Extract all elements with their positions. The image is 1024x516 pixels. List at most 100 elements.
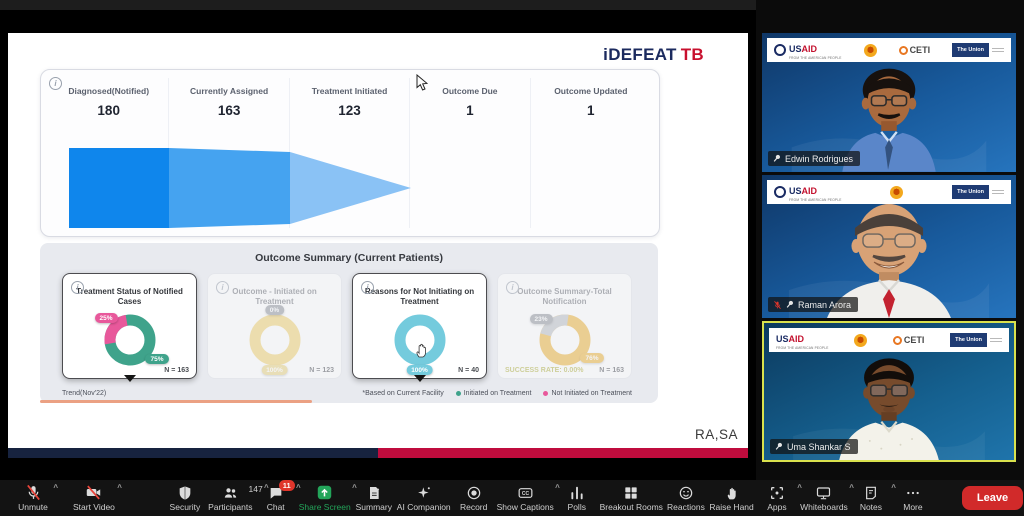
the-union-logo: The Union [952, 43, 1004, 57]
chevron-up-icon[interactable]: ^ [891, 483, 896, 492]
stage-top-strip [0, 0, 756, 10]
chevron-up-icon[interactable]: ^ [296, 483, 301, 492]
chevron-up-icon[interactable]: ^ [797, 483, 802, 492]
funnel-column-label: Outcome Due [442, 86, 498, 96]
chevron-up-icon[interactable]: ^ [264, 483, 269, 492]
selected-card-pointer [413, 375, 426, 388]
outcome-cards-row: Treatment Status of Notified Cases 25% 7… [62, 273, 632, 382]
card-n-label: N = 163 [164, 367, 189, 374]
funnel-column-value: 180 [97, 103, 120, 118]
video-tile-raman[interactable]: USAID FROM THE AMERICAN PEOPLE The Union [762, 175, 1016, 318]
chevron-up-icon[interactable]: ^ [849, 483, 854, 492]
participants-icon [224, 487, 236, 498]
donut-badge: 100% [261, 365, 288, 375]
presenter-initials: RA,SA [694, 427, 738, 442]
the-union-logo: The Union [952, 185, 1004, 199]
donut-badge: 75% [145, 354, 169, 364]
whiteboards-button[interactable]: ^ Whiteboards [800, 483, 854, 512]
selected-card-pointer [123, 375, 136, 388]
card-n-label: N = 40 [458, 367, 479, 374]
chat-button[interactable]: 11 ^ Chat [266, 480, 301, 512]
partner-logo-banner: USAID FROM THE AMERICAN PEOPLE CETI The … [767, 38, 1011, 62]
leave-button[interactable]: Leave [961, 486, 1024, 510]
info-icon[interactable] [49, 77, 62, 90]
ai-companion-button[interactable]: AI Companion [395, 483, 453, 513]
idefeat-tb-logo: iDEFEAT TB [603, 45, 704, 65]
funnel-column-value: 1 [466, 103, 474, 118]
mic-muted-icon [774, 300, 781, 309]
apps-button[interactable]: ^ Apps [767, 483, 802, 512]
chevron-up-icon[interactable]: ^ [117, 483, 122, 492]
security-button[interactable]: Security [164, 483, 206, 513]
nametag-raman: Raman Arora [768, 297, 859, 312]
video-tile-uma[interactable]: USAID FROM THE AMERICAN PEOPLE CETI The … [762, 321, 1016, 462]
participant-name: Raman Arora [798, 299, 852, 310]
card-treatment-status[interactable]: Treatment Status of Notified Cases 25% 7… [62, 273, 197, 382]
card-title: Outcome Summary-Total Notification [517, 287, 612, 307]
trend-tab[interactable]: Trend(Nov'22) [62, 390, 107, 397]
card-outcome-total-notification[interactable]: Outcome Summary-Total Notification 23% 7… [497, 273, 632, 379]
card-n-label: N = 123 [309, 367, 334, 374]
mic-muted-icon [26, 484, 40, 501]
funnel-columns: Diagnosed(Notified) 180 Currently Assign… [49, 78, 651, 228]
funnel-column-label: Currently Assigned [190, 86, 269, 96]
donut-badge: 25% [94, 313, 118, 323]
chevron-up-icon[interactable]: ^ [53, 483, 58, 492]
apps-icon [770, 486, 783, 499]
notes-button[interactable]: ^ Notes [859, 483, 896, 512]
card-outcome-initiated[interactable]: Outcome - Initiated on Treatment 0% 100%… [207, 273, 342, 379]
donut-outcome-initiated: 0% 100% [244, 305, 306, 375]
usaid-logo: USAID FROM THE AMERICAN PEOPLE [776, 333, 829, 350]
nametag-uma: Uma Shankar S [770, 439, 858, 454]
participant-video-strip: USAID FROM THE AMERICAN PEOPLE CETI The … [762, 0, 1018, 480]
card-title: Reasons for Not Initiating on Treatment [364, 287, 475, 307]
record-icon [467, 486, 480, 499]
usaid-logo: USAID FROM THE AMERICAN PEOPLE [774, 182, 842, 202]
funnel-column-value: 1 [587, 103, 595, 118]
the-union-logo: The Union [950, 333, 1002, 347]
shield-icon [179, 485, 191, 500]
outcome-summary-title: Outcome Summary (Current Patients) [255, 252, 443, 264]
participant-name: Uma Shankar S [787, 441, 851, 452]
whiteboard-icon [817, 486, 831, 499]
info-icon[interactable] [71, 281, 84, 294]
participant-name: Edwin Rodrigues [785, 153, 854, 164]
unmute-button[interactable]: ^ Unmute [18, 483, 58, 512]
footnote: *Based on Current Facility [362, 390, 444, 397]
camera-off-icon [87, 485, 101, 500]
summary-button[interactable]: Summary [353, 483, 395, 513]
pin-icon [773, 154, 780, 162]
funnel-column: Outcome Updated 1 [531, 78, 651, 228]
reactions-button[interactable]: Reactions [665, 483, 707, 513]
raise-hand-button[interactable]: Raise Hand [707, 483, 756, 513]
polls-button[interactable]: Polls [556, 483, 598, 513]
info-icon[interactable] [216, 281, 229, 294]
meeting-toolbar: ^ Unmute ^ Start Video Security 147 ^ Pa… [0, 480, 1024, 516]
breakout-rooms-button[interactable]: Breakout Rooms [598, 483, 665, 513]
donut-badge: 100% [406, 365, 433, 375]
video-tile-edwin[interactable]: USAID FROM THE AMERICAN PEOPLE CETI The … [762, 33, 1016, 172]
info-icon[interactable] [361, 281, 374, 294]
trend-scroll-indicator[interactable] [40, 399, 312, 403]
record-button[interactable]: Record [453, 483, 495, 513]
legend-item-initiated: Initiated on Treatment [455, 390, 532, 397]
participants-button[interactable]: 147 ^ Participants [208, 483, 269, 512]
svg-text:CC: CC [522, 491, 530, 497]
donut-total-notification: 23% 76% [529, 309, 604, 371]
card-reasons-not-initiating[interactable]: Reasons for Not Initiating on Treatment … [352, 273, 487, 382]
polls-icon [571, 486, 583, 499]
share-screen-button[interactable]: ^ Share Screen [298, 483, 357, 512]
chevron-up-icon[interactable]: ^ [555, 483, 560, 492]
info-icon[interactable] [506, 281, 519, 294]
more-button[interactable]: More [892, 483, 934, 513]
legend-label: Initiated on Treatment [463, 390, 532, 397]
emblem-logo-icon [854, 333, 868, 347]
start-video-button[interactable]: ^ Start Video [73, 483, 122, 512]
show-captions-button[interactable]: CC ^ Show Captions [496, 483, 560, 512]
logo-accent-text: TB [680, 45, 704, 64]
legend-dot-pink [543, 391, 549, 396]
ai-sparkle-icon [417, 486, 430, 498]
chevron-up-icon[interactable]: ^ [352, 483, 357, 492]
